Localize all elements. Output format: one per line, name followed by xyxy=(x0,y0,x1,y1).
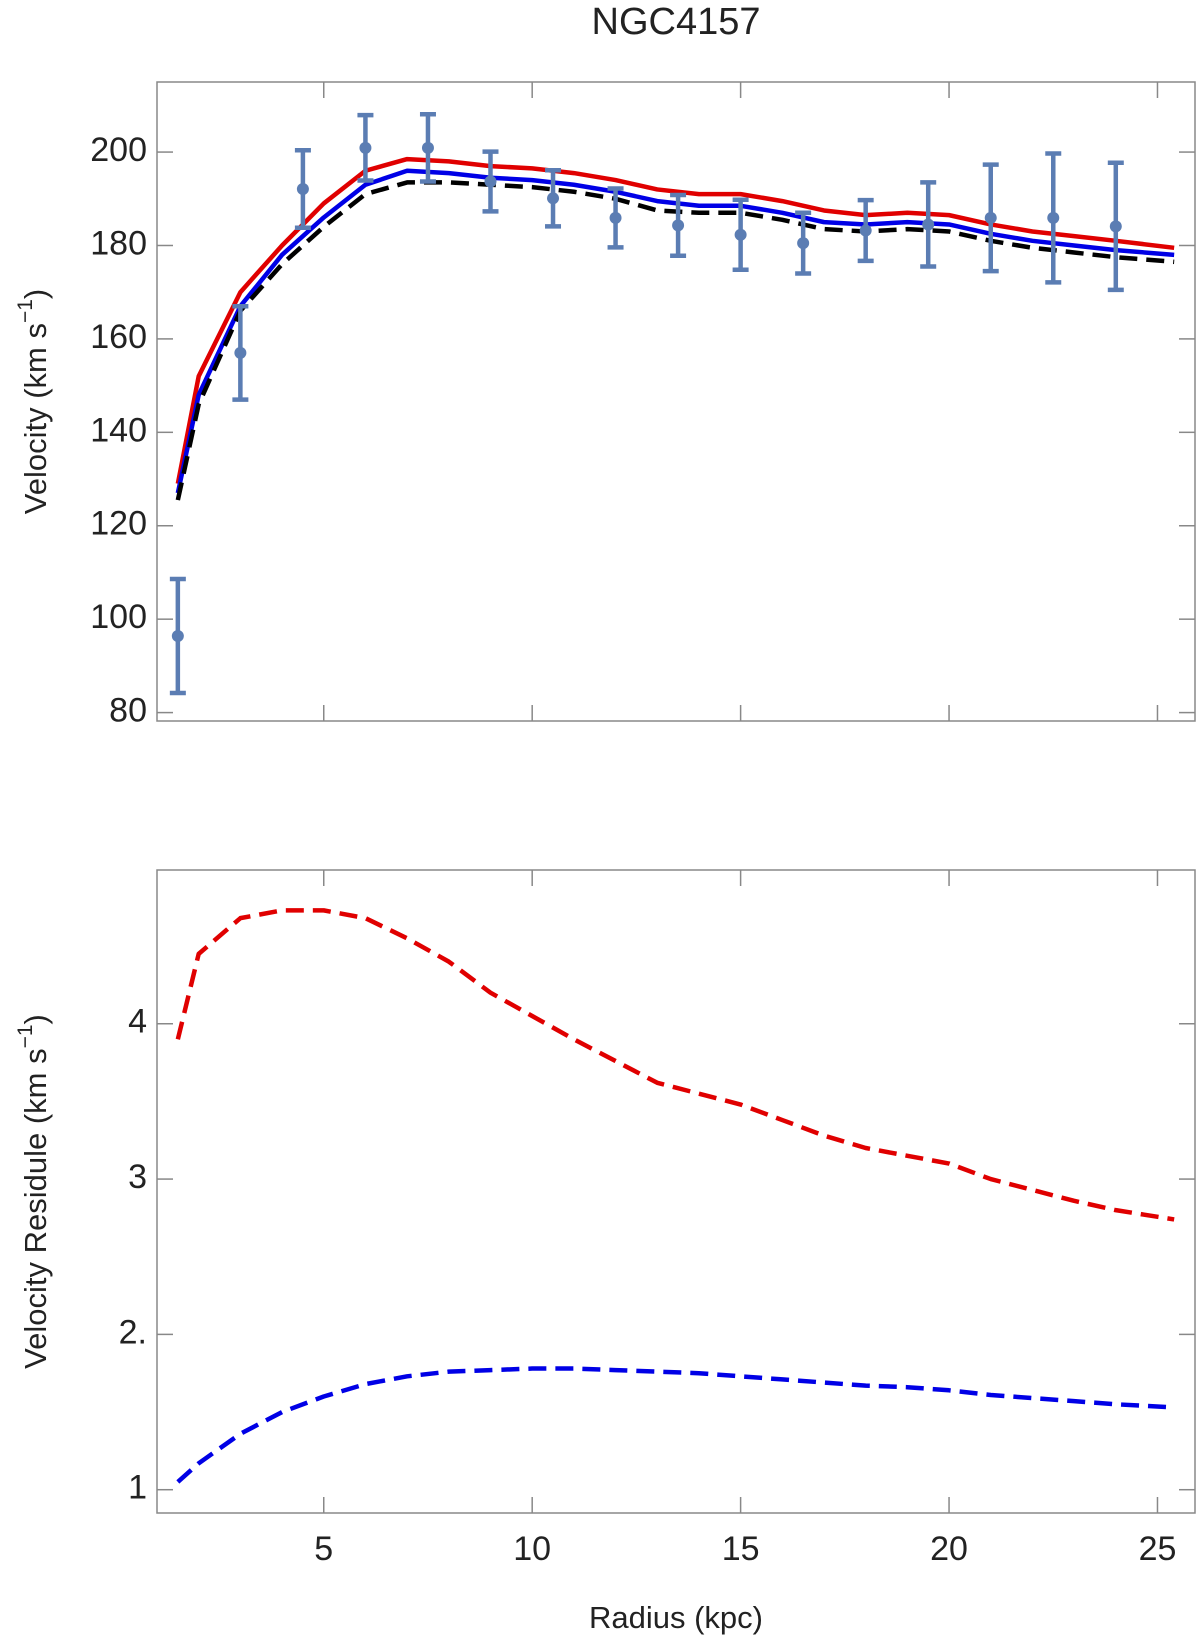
y-tick-label: 160 xyxy=(90,318,147,356)
x-tick-label: 5 xyxy=(314,1530,333,1568)
data-point xyxy=(1047,211,1060,224)
y-tick-label: 140 xyxy=(90,411,147,449)
data-point xyxy=(171,629,184,642)
y-tick-label: 100 xyxy=(90,598,147,636)
data-point xyxy=(859,224,872,237)
y-axis-label-part: Velocity Residule (km s xyxy=(18,1048,53,1368)
x-tick-label: 10 xyxy=(513,1530,551,1568)
line-series xyxy=(176,1366,1175,1484)
y-tick-label: 2. xyxy=(119,1313,147,1351)
plot-frame xyxy=(156,81,1196,722)
data-point xyxy=(672,219,685,232)
y-axis-label-part: Velocity (km s xyxy=(18,323,53,514)
chart-title: NGC4157 xyxy=(592,1,761,43)
y-tick-label: 180 xyxy=(90,224,147,262)
x-tick-label: 20 xyxy=(930,1530,968,1568)
y-axis-label: Velocity (km s−1) xyxy=(14,289,53,515)
y-axis-label-part: ) xyxy=(18,289,53,299)
data-point xyxy=(734,228,747,241)
data-point xyxy=(234,346,247,359)
data-point xyxy=(984,211,997,224)
y-tick-label: 4 xyxy=(128,1003,147,1041)
x-axis-label: Radius (kpc) xyxy=(589,1600,763,1635)
data-point xyxy=(797,237,810,250)
data-point xyxy=(359,141,372,154)
data-point xyxy=(421,141,434,154)
y-axis-label-part: ) xyxy=(18,1014,53,1024)
x-tick-label: 15 xyxy=(722,1530,760,1568)
y-axis-label: Velocity Residule (km s−1) xyxy=(14,1014,53,1369)
data-point xyxy=(296,182,309,195)
line-series xyxy=(175,908,1175,1222)
y-tick-label: 3 xyxy=(128,1158,147,1196)
y-tick-label: 120 xyxy=(90,505,147,543)
y-axis-label-part: −1 xyxy=(14,1024,37,1048)
plot-frame xyxy=(156,869,1196,1514)
x-tick-label: 25 xyxy=(1139,1530,1177,1568)
y-tick-label: 80 xyxy=(109,692,147,730)
y-tick-label: 200 xyxy=(90,131,147,169)
data-point xyxy=(547,192,560,205)
data-point xyxy=(484,175,497,188)
data-point xyxy=(609,211,622,224)
data-point xyxy=(1109,220,1122,233)
data-point xyxy=(922,218,935,231)
y-axis-label-part: −1 xyxy=(14,299,37,323)
y-tick-label: 1 xyxy=(128,1469,147,1507)
